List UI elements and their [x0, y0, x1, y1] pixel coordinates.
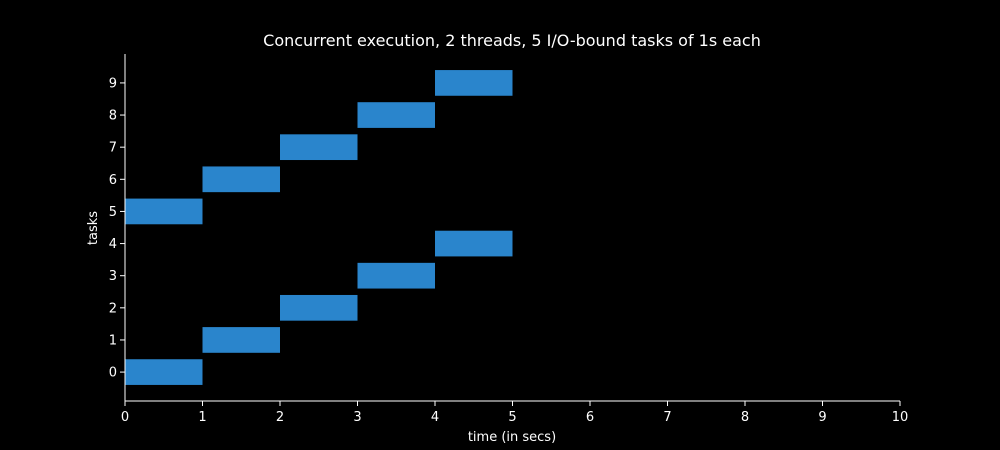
x-tick-label: 6 — [586, 410, 594, 425]
x-axis-label: time (in secs) — [468, 430, 556, 445]
x-tick-label: 9 — [818, 410, 826, 425]
y-tick-label: 8 — [109, 109, 117, 124]
chart-title: Concurrent execution, 2 threads, 5 I/O-b… — [263, 31, 761, 50]
y-tick-label: 5 — [109, 205, 117, 220]
y-tick-label: 4 — [109, 237, 117, 252]
bars-group — [125, 70, 513, 385]
x-tick-label: 4 — [431, 410, 439, 425]
x-tick-label: 8 — [741, 410, 749, 425]
x-tick-label: 2 — [276, 410, 284, 425]
y-tick-label: 0 — [109, 366, 117, 381]
y-axis-label: tasks — [86, 211, 101, 245]
task-bar-0 — [125, 359, 203, 385]
x-ticks-group: 0 1 2 3 4 5 6 7 8 9 10 — [121, 401, 908, 425]
task-bar-1 — [202, 327, 280, 353]
y-ticks-group: 0 1 2 3 4 5 6 7 8 9 — [109, 76, 125, 381]
task-bar-3 — [357, 262, 435, 289]
task-bar-2 — [280, 294, 358, 321]
task-bar-8 — [357, 102, 435, 128]
x-tick-label: 10 — [892, 410, 909, 425]
x-tick-label: 5 — [508, 410, 516, 425]
y-tick-label: 1 — [109, 333, 117, 348]
y-tick-label: 3 — [109, 269, 117, 284]
y-tick-label: 2 — [109, 301, 117, 316]
x-tick-label: 0 — [121, 410, 129, 425]
y-tick-label: 9 — [109, 76, 117, 91]
y-tick-label: 6 — [109, 173, 117, 188]
task-bar-7 — [280, 134, 358, 161]
task-bar-9 — [435, 70, 513, 96]
y-tick-label: 7 — [109, 141, 117, 156]
x-tick-label: 3 — [353, 410, 361, 425]
task-bar-6 — [202, 166, 280, 193]
x-tick-label: 1 — [198, 410, 206, 425]
task-bar-5 — [125, 198, 203, 225]
x-tick-label: 7 — [663, 410, 671, 425]
task-bar-4 — [435, 230, 513, 257]
